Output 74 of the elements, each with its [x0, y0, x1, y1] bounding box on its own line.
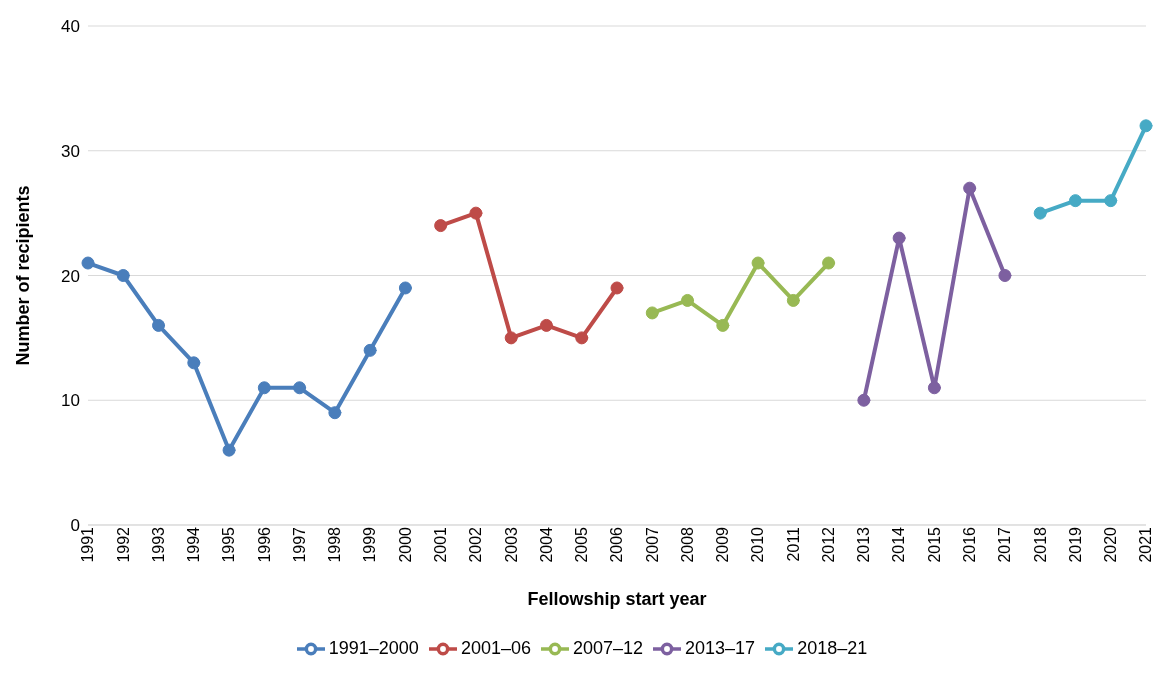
point	[293, 381, 307, 395]
point	[786, 293, 800, 307]
x-tick-label: 2013	[855, 526, 873, 563]
point	[575, 331, 589, 345]
y-tick-label: 40	[61, 17, 80, 37]
x-axis-title: Fellowship start year	[527, 589, 707, 609]
x-tick-label: 2018	[1031, 526, 1049, 563]
x-tick-label: 2003	[502, 526, 520, 563]
point	[1033, 206, 1047, 220]
y-tick-label: 0	[70, 516, 80, 536]
point	[1104, 194, 1118, 208]
point	[363, 343, 377, 357]
legend-label: 2013–17	[685, 637, 756, 658]
x-tick-label: 2002	[467, 526, 485, 563]
point	[927, 381, 941, 395]
point	[1068, 194, 1082, 208]
point	[645, 306, 659, 320]
point	[328, 406, 342, 420]
x-tick-label: 2016	[961, 526, 979, 563]
x-tick-label: 2001	[432, 526, 450, 563]
y-tick-label: 10	[61, 391, 80, 411]
point	[257, 381, 271, 395]
x-tick-label: 2012	[819, 526, 837, 563]
x-tick-label: 1996	[255, 526, 273, 563]
legend-label: 2007–12	[572, 637, 644, 658]
x-tick-label: 2006	[608, 526, 626, 563]
point	[963, 181, 977, 195]
x-tick-label: 2019	[1066, 526, 1084, 563]
x-tick-label: 2000	[396, 526, 414, 563]
point	[504, 331, 518, 345]
point	[681, 293, 695, 307]
y-tick-label: 20	[61, 266, 80, 286]
point	[434, 219, 448, 233]
x-tick-label: 1995	[220, 526, 238, 563]
x-tick-label: 2014	[890, 526, 908, 563]
point	[857, 393, 871, 407]
x-tick-label: 1997	[290, 526, 308, 563]
point	[222, 443, 236, 457]
point	[152, 318, 166, 332]
x-tick-label: 2007	[643, 526, 661, 563]
point	[1139, 119, 1153, 133]
legend-label: 2018–21	[797, 637, 868, 658]
x-tick-label: 2009	[714, 526, 732, 563]
y-axis-title: Number of recipients	[13, 185, 34, 366]
y-tick-label: 30	[61, 141, 80, 161]
point	[892, 231, 906, 245]
x-tick-label: 1992	[114, 526, 132, 563]
x-tick-label: 1998	[326, 526, 344, 563]
x-tick-label: 2005	[573, 526, 591, 563]
x-tick-label: 1994	[185, 526, 203, 563]
point	[81, 256, 95, 270]
point	[398, 281, 412, 295]
x-tick-label: 2011	[784, 526, 802, 562]
point	[716, 318, 730, 332]
x-tick-label: 2010	[749, 526, 767, 563]
point	[116, 269, 130, 282]
point	[187, 356, 201, 370]
x-tick-label: 2008	[678, 526, 696, 563]
x-tick-label: 1993	[149, 526, 167, 563]
x-tick-label: 2017	[996, 526, 1014, 563]
point	[539, 318, 553, 332]
point	[610, 281, 624, 295]
point	[822, 256, 836, 270]
x-tick-label: 1999	[361, 526, 379, 563]
point	[998, 269, 1012, 282]
x-tick-label: 2015	[925, 526, 943, 563]
legend-label: 1991–2000	[328, 637, 419, 658]
x-tick-label: 2004	[537, 526, 555, 563]
x-tick-label: 1991	[79, 526, 97, 563]
x-tick-label: 2021	[1137, 526, 1155, 563]
point	[469, 206, 483, 220]
legend-label: 2001–06	[460, 637, 531, 658]
point	[751, 256, 765, 270]
x-tick-label: 2020	[1102, 526, 1120, 563]
